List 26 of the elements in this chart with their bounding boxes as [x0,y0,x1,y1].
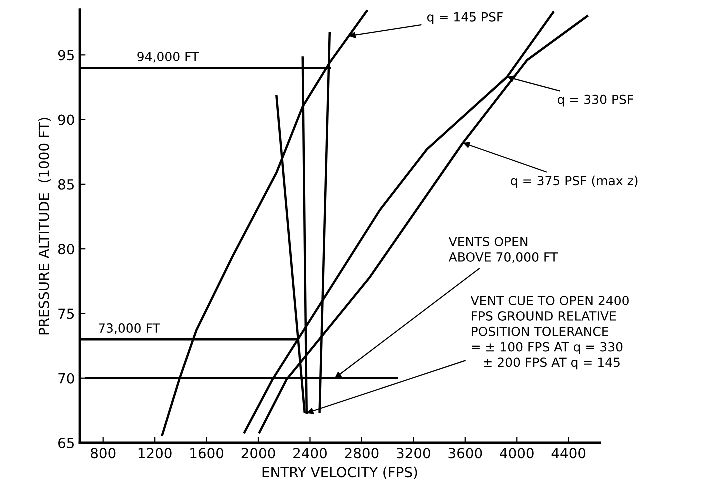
y-tick-label: 80 [58,244,74,255]
x-tick-label: 4000 [500,448,534,459]
x-tick-label: 800 [91,448,116,459]
x-tick-label: 1600 [190,448,224,459]
x-tick-label: 3600 [448,448,482,459]
y-tick-label: 90 [58,114,74,126]
annotation: 73,000 FT [99,324,160,334]
annotation: 94,000 FT [138,52,200,63]
x-tick-label: 2800 [345,448,379,459]
y-axis-title: PRESSURE ALTITUDE (1000 FT) [38,118,51,335]
annotation: q = 145 PSF [427,12,503,24]
x-tick-label: 3200 [397,448,430,459]
y-tick-label: 85 [58,179,74,190]
annotation: q = 330 PSF [558,94,634,107]
annotation: VENTS OPEN ABOVE 70,000 FT [448,237,558,264]
y-tick-label: 75 [58,308,74,320]
x-tick-label: 4400 [552,448,586,459]
x-tick-label: 2000 [242,448,276,459]
y-tick-label: 95 [58,50,74,61]
x-tick-label: 1200 [138,448,172,459]
y-tick-label: 65 [58,438,74,448]
annotation: VENT CUE TO OPEN 2400 FPS GROUND RELATIVE POSITION TOLERANCE = ± 100 FPS AT q = 330 ± 200 FPS AT q = 145 [470,296,629,370]
x-axis-title: ENTRY VELOCITY (FPS) [262,466,418,480]
y-tick-label: 70 [58,373,74,384]
annotation: q = 375 PSF (max z) [511,176,638,188]
x-tick-label: 2400 [294,448,327,459]
